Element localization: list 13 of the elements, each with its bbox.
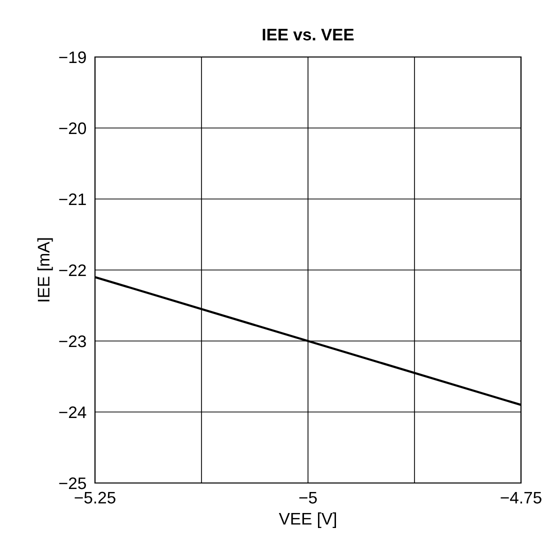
y-axis-title: IEE [mA] <box>37 238 53 302</box>
y-tick-label: −19 <box>59 51 86 64</box>
x-tick-label: −4.75 <box>500 492 542 504</box>
y-tick-label: −21 <box>59 193 86 206</box>
y-tick-label: −25 <box>59 477 86 490</box>
x-axis-title: VEE [V] <box>278 512 336 528</box>
chart-title: IEE vs. VEE <box>262 28 354 40</box>
y-tick-label: −24 <box>59 406 86 418</box>
y-tick-label: −22 <box>59 264 86 276</box>
x-tick-label: −5 <box>299 492 317 504</box>
y-tick-label: −23 <box>59 335 86 348</box>
y-tick-label: −20 <box>59 122 86 134</box>
x-tick-label: −5.25 <box>74 492 116 504</box>
